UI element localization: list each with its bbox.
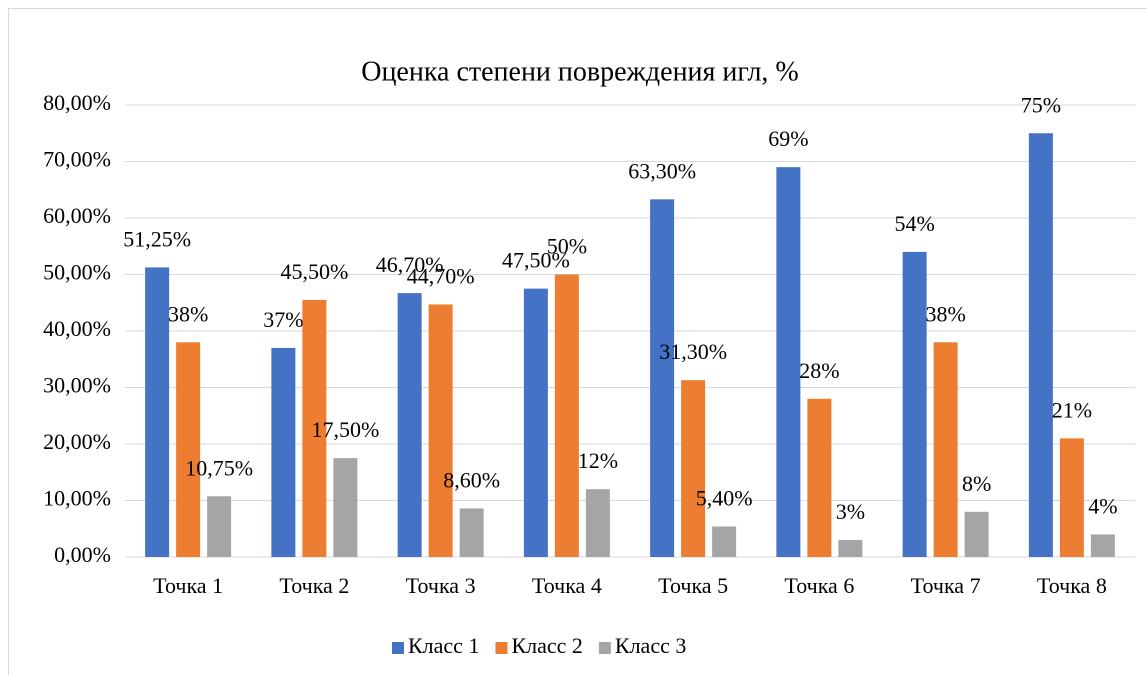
bar [964, 511, 989, 557]
bar [681, 380, 706, 557]
data-label: 46,70% [376, 252, 444, 277]
y-tick-label: 10,00% [43, 486, 111, 511]
data-label: 51,25% [123, 226, 191, 251]
data-label: 37% [263, 307, 303, 332]
legend-swatch [598, 642, 611, 654]
bar [1028, 133, 1053, 557]
legend-swatch [495, 642, 508, 654]
bar [333, 458, 358, 557]
legend-label: Класс 1 [408, 633, 479, 658]
bar [902, 251, 927, 557]
x-tick-label: Точка 6 [784, 573, 854, 598]
data-label: 5,40% [696, 486, 753, 511]
y-tick-label: 60,00% [43, 203, 111, 228]
bar [554, 274, 579, 557]
data-label: 38% [168, 301, 208, 326]
bar [271, 347, 296, 557]
bar [176, 342, 201, 557]
x-tick-label: Точка 8 [1037, 573, 1107, 598]
bar [207, 496, 232, 557]
bar [397, 293, 422, 557]
bar [1059, 438, 1084, 557]
y-tick-label: 70,00% [43, 147, 111, 172]
data-label: 45,50% [280, 259, 348, 284]
legend-label: Класс 3 [615, 633, 686, 658]
y-tick-label: 30,00% [43, 373, 111, 398]
data-label: 10,75% [185, 455, 253, 480]
y-tick-label: 40,00% [43, 316, 111, 341]
x-tick-label: Точка 7 [911, 573, 981, 598]
data-label: 44,70% [407, 263, 475, 288]
data-label: 21% [1052, 397, 1092, 422]
y-tick-label: 80,00% [43, 90, 111, 115]
data-label: 54% [894, 211, 934, 236]
x-tick-label: Точка 1 [153, 573, 223, 598]
data-label: 69% [768, 126, 808, 151]
bar [650, 199, 675, 558]
y-tick-label: 50,00% [43, 260, 111, 285]
bar [838, 540, 863, 557]
data-label: 17,50% [311, 417, 379, 442]
data-label: 3% [836, 499, 865, 524]
data-label: 47,50% [502, 248, 570, 273]
data-label: 12% [578, 448, 618, 473]
bar [523, 288, 548, 557]
data-label: 8% [962, 471, 991, 496]
data-label: 8,60% [443, 467, 500, 492]
legend-swatch [392, 642, 404, 654]
bar [776, 167, 801, 557]
bar [145, 267, 170, 557]
x-tick-label: Точка 4 [532, 573, 602, 598]
y-tick-label: 0,00% [54, 542, 111, 567]
bar [807, 398, 832, 557]
legend-label: Класс 2 [511, 633, 582, 658]
y-tick-label: 20,00% [43, 429, 111, 454]
bar [302, 299, 327, 557]
bar [585, 489, 610, 557]
data-label: 50% [547, 234, 587, 259]
bar [1090, 534, 1115, 557]
data-label: 63,30% [628, 158, 696, 183]
bar [933, 342, 958, 557]
bar [459, 508, 484, 557]
x-tick-label: Точка 5 [658, 573, 728, 598]
data-label: 38% [925, 301, 965, 326]
bar [712, 526, 737, 557]
data-label: 28% [799, 358, 839, 383]
data-label: 75% [1021, 92, 1061, 117]
x-tick-label: Точка 2 [279, 573, 349, 598]
x-tick-label: Точка 3 [406, 573, 476, 598]
chart-title: Оценка степени повреждения игл, % [361, 56, 799, 87]
bar [428, 304, 453, 557]
data-label: 4% [1088, 493, 1117, 518]
data-label: 31,30% [659, 339, 727, 364]
